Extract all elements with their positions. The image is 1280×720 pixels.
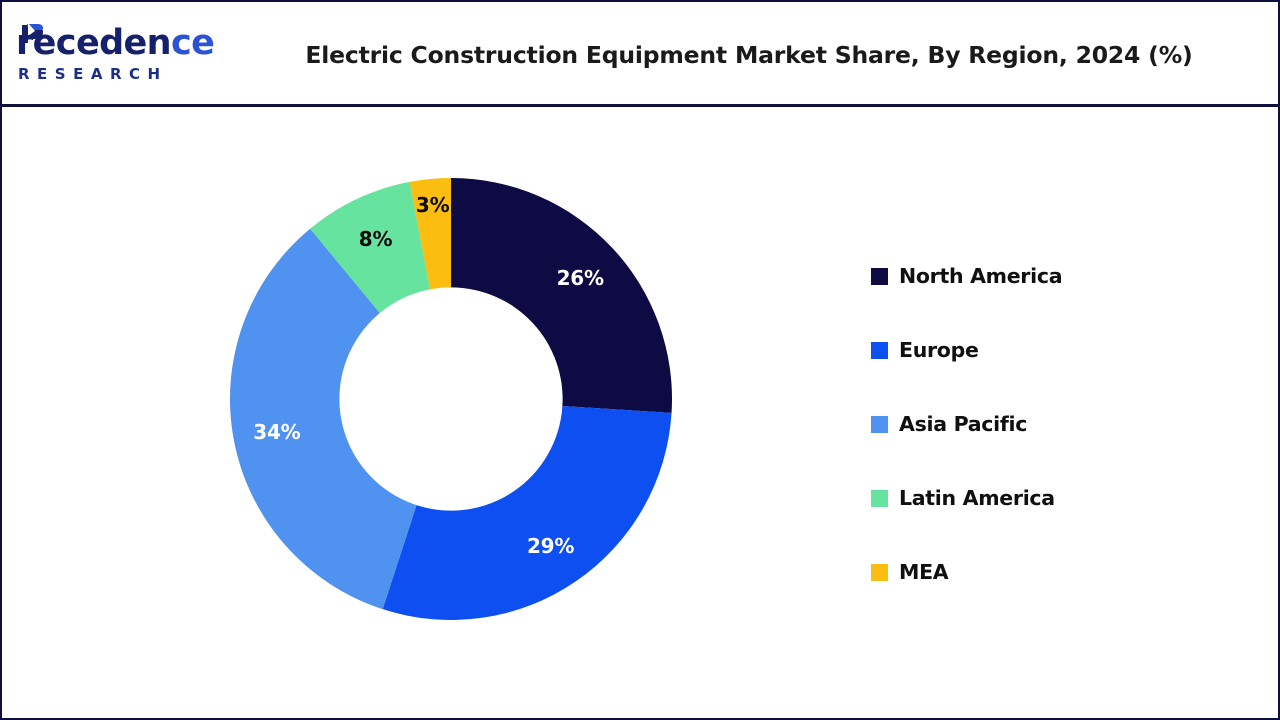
donut-slice[interactable]: [230, 228, 417, 610]
legend-swatch-icon: [871, 489, 888, 507]
legend-item-label: North America: [899, 264, 1063, 288]
legend-item[interactable]: Europe: [871, 313, 1201, 387]
legend-item[interactable]: Asia Pacific: [871, 387, 1201, 461]
legend-swatch-icon: [871, 341, 888, 359]
logo-word-light: ce: [171, 23, 215, 63]
chart-area: 26% 29% 34% 8% 3% North America Europe Asia Pa…: [2, 107, 1278, 718]
donut-slice[interactable]: [451, 178, 672, 413]
legend-item-label: MEA: [899, 560, 949, 584]
legend-item[interactable]: Latin America: [871, 461, 1201, 535]
logo-word-dark: receden: [16, 23, 172, 63]
logo-wordmark: recedence: [16, 23, 215, 63]
legend-item-label: Asia Pacific: [899, 412, 1028, 436]
chart-legend: North America Europe Asia Pacific Latin Ame…: [871, 239, 1201, 609]
legend-swatch-icon: [871, 563, 888, 581]
donut-slice[interactable]: [310, 181, 431, 314]
donut-slice[interactable]: [409, 178, 451, 290]
donut-svg: [230, 178, 672, 620]
legend-item[interactable]: North America: [871, 239, 1201, 313]
donut-chart: 26% 29% 34% 8% 3%: [230, 178, 672, 620]
logo-mark-icon: [22, 23, 43, 43]
header-bar: recedence RESEARCH Electric Construction…: [2, 2, 1278, 107]
page-title: Electric Construction Equipment Market S…: [305, 40, 1193, 69]
legend-swatch-icon: [871, 267, 888, 285]
legend-item-label: Latin America: [899, 486, 1055, 510]
legend-swatch-icon: [871, 415, 888, 433]
donut-slice[interactable]: [382, 406, 672, 620]
legend-item-label: Europe: [899, 338, 979, 362]
precedence-research-logo: recedence RESEARCH: [16, 23, 226, 86]
donut-slice-group: [230, 178, 672, 620]
logo-subtitle: RESEARCH: [18, 65, 168, 83]
legend-item[interactable]: MEA: [871, 535, 1201, 609]
